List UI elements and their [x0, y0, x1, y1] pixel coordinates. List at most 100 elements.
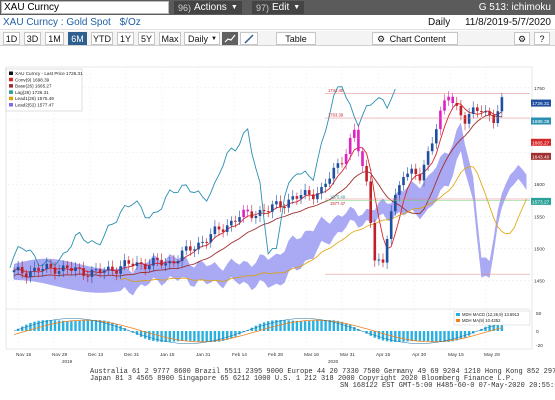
- cloud-area: [14, 122, 527, 296]
- macd-bar: [295, 320, 299, 331]
- candle-body: [189, 246, 192, 251]
- line-chart-icon[interactable]: [222, 32, 238, 45]
- chart-annotations: 1741.40 1703.39 1575.49 1577.47: [328, 88, 346, 206]
- date-axis-label: Nov 29: [52, 352, 68, 358]
- footer-line-2: Japan 81 3 4565 8900 Singapore 65 6212 1…: [90, 375, 515, 383]
- macd-bar: [123, 328, 126, 331]
- candle-body: [262, 210, 266, 212]
- candle-body: [94, 269, 98, 271]
- security-header: XAU Curncy : Gold Spot $/Oz Daily 11/8/2…: [0, 15, 555, 30]
- legend-swatch: [9, 90, 13, 94]
- macd-bar: [443, 331, 446, 343]
- price-axis-label: 1698.39: [532, 119, 550, 125]
- range-button-1d[interactable]: 1D: [3, 32, 20, 45]
- range-button-6m[interactable]: 6M: [68, 32, 87, 45]
- candle-body: [127, 260, 131, 264]
- edit-menu-button[interactable]: 97) Edit ▼: [252, 1, 305, 14]
- chart-content-button[interactable]: ⚙ Chart Content: [372, 32, 458, 45]
- macd-bar: [156, 331, 159, 342]
- date-range-field[interactable]: 11/8/2019-5/7/2020: [464, 17, 551, 28]
- macd-bar: [373, 331, 376, 338]
- annotation-label: 1575.49: [330, 194, 346, 199]
- candle-body: [53, 267, 57, 274]
- candle-body: [361, 151, 364, 166]
- command-input[interactable]: XAU Curncy: [1, 1, 169, 14]
- candle-body: [131, 263, 135, 267]
- macd-bar: [238, 331, 241, 335]
- chart-grid: [5, 66, 533, 350]
- range-button-ytd[interactable]: YTD: [91, 32, 113, 45]
- macd-bar: [82, 320, 85, 331]
- macd-bar: [344, 323, 348, 331]
- range-button-max[interactable]: Max: [159, 32, 181, 45]
- candle-body: [471, 107, 475, 114]
- macd-bar: [308, 320, 311, 331]
- candle-body: [20, 266, 24, 274]
- year-label: 2020: [328, 359, 339, 364]
- macd-bar: [500, 320, 504, 331]
- macd-bar: [279, 319, 282, 331]
- candle-body: [492, 115, 495, 124]
- date-axis-label: Jan 15: [160, 352, 175, 358]
- chart-frame: [5, 66, 533, 350]
- macd-bar: [25, 324, 28, 331]
- macd-bar: [62, 320, 65, 331]
- candle-body: [82, 268, 85, 276]
- range-button-1y[interactable]: 1Y: [117, 32, 134, 45]
- candle-body: [385, 238, 389, 263]
- candle-body: [61, 265, 65, 272]
- candle-body: [107, 266, 110, 271]
- frequency-select[interactable]: Daily ▼: [184, 32, 220, 45]
- draw-tool-icon[interactable]: [240, 32, 258, 45]
- candle-body: [25, 273, 28, 278]
- range-button-1m[interactable]: 1M: [45, 32, 64, 45]
- macd-bar: [226, 331, 229, 340]
- candle-body: [336, 163, 340, 168]
- date-axis-label: Nov 15: [16, 352, 32, 358]
- price-axis-label: 1726.31: [532, 101, 550, 107]
- macd-bar: [234, 331, 237, 337]
- macd-bar: [230, 331, 233, 339]
- chart-content-label: Chart Content: [389, 34, 446, 44]
- actions-menu-button[interactable]: 96) Actions ▼: [174, 1, 242, 14]
- macd-bar: [221, 331, 225, 341]
- candle-body: [250, 211, 254, 219]
- macd-bar: [414, 331, 417, 341]
- date-axis-label: May 15: [448, 352, 464, 358]
- range-button-5y[interactable]: 5Y: [138, 32, 155, 45]
- macd-bar: [152, 331, 155, 342]
- chart-area[interactable]: XAU Curncy - Last Price 1726.31 Conv(9) 1…: [0, 47, 555, 365]
- candle-body: [164, 263, 167, 266]
- macd-bar: [213, 331, 217, 342]
- legend-swatch: [9, 77, 13, 82]
- candle-body: [49, 263, 53, 268]
- base-line: [13, 114, 502, 278]
- settings-icon[interactable]: ⚙: [514, 32, 530, 45]
- chevron-down-icon: ▼: [230, 4, 238, 11]
- edit-menu-label: Edit: [272, 2, 290, 13]
- price-axis-label: 1550: [534, 214, 545, 220]
- macd-legend-swatch: [456, 319, 460, 322]
- candle-body: [373, 222, 377, 261]
- candle-body: [463, 115, 467, 124]
- macd-bar: [484, 326, 487, 331]
- candle-body: [193, 249, 196, 251]
- candle-body: [353, 129, 356, 138]
- table-button[interactable]: Table: [276, 32, 316, 45]
- candle-body: [467, 113, 471, 124]
- macd-bar: [103, 320, 106, 331]
- legend-swatch: [9, 103, 13, 107]
- legend-item-label: XAU Curncy - Last Price 1726.31: [15, 71, 83, 76]
- security-name: XAU Curncy : Gold Spot: [3, 17, 111, 28]
- macd-line: [13, 318, 502, 344]
- chevron-down-icon: ▼: [293, 4, 301, 11]
- help-icon[interactable]: ?: [534, 32, 550, 45]
- macd-bar: [340, 321, 344, 331]
- macd-bar: [205, 331, 208, 342]
- gear-icon: ⚙: [377, 34, 386, 44]
- footer-line-1: Australia 61 2 9777 8600 Brazil 5511 239…: [90, 368, 555, 376]
- date-axis-label: Dec 13: [88, 352, 104, 358]
- range-button-3d[interactable]: 3D: [24, 32, 41, 45]
- candle-body: [340, 163, 344, 165]
